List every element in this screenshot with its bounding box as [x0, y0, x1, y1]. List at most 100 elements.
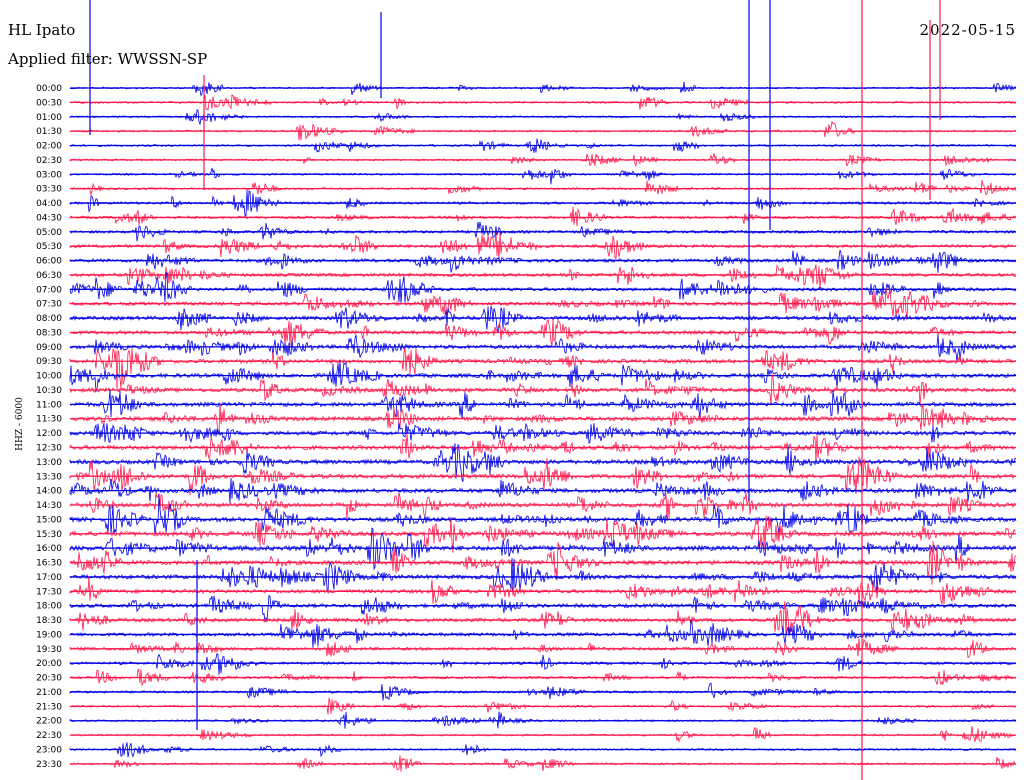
time-tick-label: 08:30 — [36, 328, 62, 338]
seismic-trace — [69, 493, 1017, 536]
seismic-trace — [69, 638, 1017, 659]
seismic-trace — [69, 541, 1017, 585]
seismic-trace — [69, 402, 1017, 436]
time-tick-label: 00:00 — [36, 84, 62, 94]
time-tick-label: 21:30 — [36, 702, 62, 712]
time-tick-label: 23:30 — [36, 760, 62, 770]
time-tick-label: 11:30 — [36, 415, 62, 425]
seismic-trace — [69, 120, 1017, 141]
seismic-trace — [69, 179, 1017, 197]
seismic-trace — [69, 725, 1017, 743]
time-tick-label: 22:00 — [36, 717, 62, 727]
seismic-trace — [69, 347, 1016, 390]
time-tick-label: 18:00 — [36, 602, 62, 612]
time-tick-label: 01:00 — [36, 113, 62, 123]
time-tick-label: 12:30 — [36, 444, 62, 454]
time-tick-label: 16:00 — [36, 544, 62, 554]
filter-label: Applied filter: WWSSN-SP — [8, 50, 208, 68]
seismic-trace — [69, 334, 1017, 362]
seismic-trace — [69, 652, 1017, 675]
time-tick-label: 19:30 — [36, 645, 62, 655]
seismic-trace — [69, 167, 1017, 185]
time-tick-label: 13:00 — [36, 458, 62, 468]
seismic-trace — [69, 456, 1017, 496]
time-tick-label: 12:00 — [36, 429, 62, 439]
time-tick-label: 04:30 — [36, 213, 62, 223]
seismic-trace — [69, 527, 1017, 571]
time-tick-label: 05:30 — [36, 242, 62, 252]
time-tick-label: 17:00 — [36, 573, 62, 583]
time-tick-label: 23:00 — [36, 745, 62, 755]
seismic-trace — [69, 305, 1017, 334]
seismic-trace — [69, 231, 1017, 261]
seismic-trace — [69, 373, 1017, 406]
seismic-trace — [69, 93, 1017, 111]
seismic-trace — [69, 206, 1017, 227]
time-tick-label: 18:30 — [36, 616, 62, 626]
seismic-trace — [69, 81, 1017, 97]
seismic-trace — [69, 755, 1017, 772]
seismic-trace — [69, 249, 1017, 273]
seismic-trace — [69, 318, 1017, 347]
time-tick-label: 14:00 — [36, 487, 62, 497]
seismic-trace — [69, 360, 1017, 393]
time-tick-label: 04:00 — [36, 199, 62, 209]
seismic-trace — [69, 153, 1017, 168]
time-tick-label: 06:00 — [36, 257, 62, 267]
seismic-trace — [69, 601, 1017, 637]
time-tick-label: 03:00 — [36, 170, 62, 180]
seismic-trace — [69, 443, 1017, 482]
time-tick-label: 02:30 — [36, 156, 62, 166]
seismic-trace — [69, 264, 1016, 290]
time-tick-label: 09:30 — [36, 357, 62, 367]
time-tick-label: 09:00 — [36, 343, 62, 353]
time-tick-label: 02:00 — [36, 142, 62, 152]
time-tick-label: 06:30 — [36, 271, 62, 281]
seismic-trace — [69, 190, 1017, 218]
time-tick-label: 16:30 — [36, 559, 62, 569]
seismic-trace — [69, 433, 1017, 463]
time-tick-label: 22:30 — [36, 731, 62, 741]
seismic-trace — [69, 109, 1017, 126]
seismic-trace — [69, 272, 1017, 304]
seismic-trace — [69, 668, 1017, 687]
time-tick-label: 14:30 — [36, 501, 62, 511]
seismic-trace — [69, 138, 1017, 153]
time-tick-label: 20:00 — [36, 659, 62, 669]
time-tick-label: 19:00 — [36, 630, 62, 640]
seismic-trace — [69, 594, 1017, 622]
time-tick-label: 00:30 — [36, 98, 62, 108]
seismic-trace — [69, 620, 1017, 648]
seismic-trace — [69, 389, 1017, 420]
date-label: 2022-05-15 — [919, 21, 1016, 39]
time-tick-label: 03:30 — [36, 185, 62, 195]
time-tick-label: 15:00 — [36, 515, 62, 525]
time-tick-label: 11:00 — [36, 400, 62, 410]
time-tick-label: 20:30 — [36, 674, 62, 684]
seismic-trace — [69, 576, 1017, 605]
time-tick-label: 10:30 — [36, 386, 62, 396]
seismic-trace — [69, 287, 1017, 321]
time-tick-label: 15:30 — [36, 530, 62, 540]
time-tick-label: 21:00 — [36, 688, 62, 698]
time-tick-label: 10:00 — [36, 372, 62, 382]
seismic-trace — [69, 221, 1017, 242]
seismic-trace — [69, 682, 1017, 701]
seismic-trace — [69, 711, 1017, 729]
time-tick-label: 07:30 — [36, 300, 62, 310]
time-tick-label: 01:30 — [36, 127, 62, 137]
time-tick-label: 08:00 — [36, 314, 62, 324]
seismic-trace — [69, 477, 1017, 504]
time-tick-label: 17:30 — [36, 587, 62, 597]
channel-label: HHZ - 6000 — [15, 397, 25, 451]
seismic-trace — [69, 697, 1017, 715]
seismic-trace — [69, 557, 1017, 594]
station-label: HL Ipato — [8, 21, 76, 39]
seismic-trace — [69, 492, 1017, 522]
seismic-trace — [69, 515, 1017, 553]
seismic-trace — [69, 422, 1017, 445]
time-tick-label: 13:30 — [36, 472, 62, 482]
seismic-trace — [69, 742, 1017, 758]
time-tick-label: 07:00 — [36, 285, 62, 295]
